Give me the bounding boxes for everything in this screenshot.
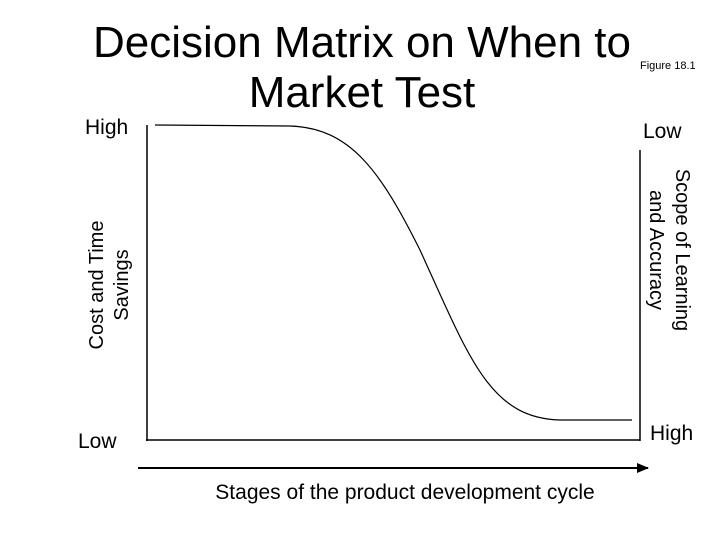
left-top-label: High — [85, 116, 129, 139]
right-bottom-label: High — [650, 422, 694, 445]
right-top-label: Low — [643, 120, 682, 143]
decision-curve — [154, 124, 632, 421]
title: Decision Matrix on When to Market Test — [93, 18, 631, 117]
left-bottom-label: Low — [78, 430, 117, 453]
right-axis-label: Scope of Learning and Accuracy — [645, 168, 693, 332]
left-axis-label: Cost and Time Savings — [86, 220, 133, 350]
figure-label: Figure 18.1 — [640, 60, 696, 72]
x-axis-label: Stages of the product development cycle — [215, 481, 595, 504]
